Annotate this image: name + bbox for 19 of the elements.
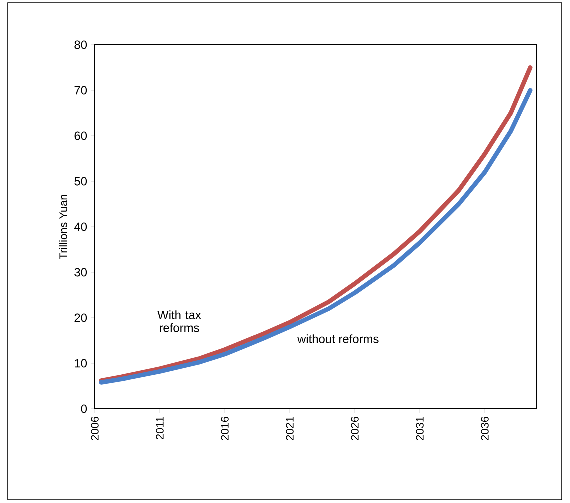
y-tick-label: 80 xyxy=(74,40,88,50)
x-tick-label: 2011 xyxy=(156,417,164,440)
y-axis-title: Trillions Yuan xyxy=(59,195,68,260)
x-tick-label: 2016 xyxy=(221,416,229,440)
x-tick-label: 2006 xyxy=(91,416,99,440)
y-tick-label: 60 xyxy=(74,132,88,140)
y-tick-label: 50 xyxy=(74,177,88,186)
x-tick-label: 2031 xyxy=(416,417,424,440)
y-tick-label: 70 xyxy=(74,86,88,95)
x-tick-label: 2036 xyxy=(481,416,489,440)
text: With tax reforms xyxy=(158,310,202,332)
x-tick-label: 2021 xyxy=(286,417,294,440)
y-tick-label: 40 xyxy=(74,222,88,232)
y-tick-label: 10 xyxy=(75,359,88,368)
x-tick-label: 2026 xyxy=(351,416,359,440)
y-tick-label: 0 xyxy=(81,404,88,414)
y-tick-label: 30 xyxy=(74,268,88,277)
y-tick-label: 20 xyxy=(74,314,88,322)
series-label: without reforms xyxy=(298,334,379,344)
